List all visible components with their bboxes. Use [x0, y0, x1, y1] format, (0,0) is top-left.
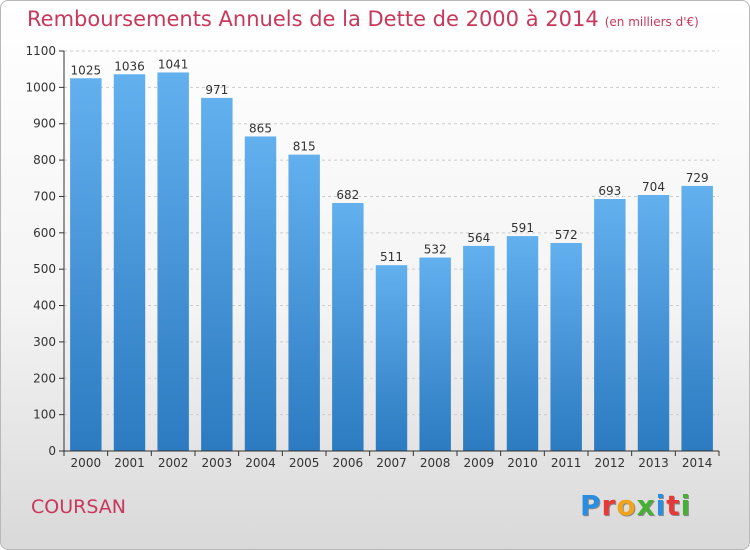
value-label-2006: 682: [336, 188, 359, 202]
value-label-2001: 1036: [114, 59, 145, 73]
x-tick-label-2006: 2006: [333, 456, 364, 470]
y-tick-label: 700: [33, 189, 56, 203]
x-tick-label-2008: 2008: [420, 456, 451, 470]
bar-2003: [201, 97, 233, 451]
value-label-2012: 693: [598, 184, 621, 198]
x-tick-label-2009: 2009: [464, 456, 495, 470]
bar-2011: [550, 243, 582, 451]
y-tick-label: 400: [33, 299, 56, 313]
y-tick-label: 500: [33, 262, 56, 276]
logo-letter: t: [666, 489, 681, 522]
value-label-2013: 704: [642, 180, 665, 194]
bar-2013: [637, 195, 670, 451]
x-tick-label-2010: 2010: [507, 456, 538, 470]
x-tick-label-2014: 2014: [682, 456, 713, 470]
y-tick-label: 800: [33, 153, 56, 167]
y-tick-label: 300: [33, 335, 56, 349]
bar-2009: [463, 245, 495, 451]
bars: [70, 72, 713, 452]
x-tick-label-2001: 2001: [114, 456, 145, 470]
proxiti-logo[interactable]: Proxiti: [580, 489, 691, 522]
y-tick-label: 600: [33, 226, 56, 240]
x-tick-label-2005: 2005: [289, 456, 320, 470]
city-name: COURSAN: [31, 496, 126, 518]
x-tick-label-2011: 2011: [551, 456, 582, 470]
bar-2004: [244, 136, 277, 452]
chart-unit-label: (en milliers d'€): [604, 15, 699, 29]
value-label-2009: 564: [467, 231, 490, 245]
y-tick-label: 100: [33, 408, 56, 422]
bar-2008: [419, 257, 451, 451]
value-label-2014: 729: [686, 171, 709, 185]
y-tick-label: 200: [33, 371, 56, 385]
data-labels: 1025 1036 1041 971 865 815 682 511 532 564 591 572 6…: [71, 57, 709, 264]
bar-2000: [70, 78, 102, 451]
bar-2001: [113, 74, 146, 451]
logo-letter: x: [636, 489, 656, 522]
bar-2002: [157, 72, 189, 452]
x-tick-label-2012: 2012: [595, 456, 626, 470]
logo-letter: P: [580, 489, 602, 522]
logo-letter: r: [601, 489, 617, 522]
axes: 0 100 200 300 400 500 600 700 800 900 1000 1100 2000…: [25, 44, 720, 470]
value-label-2000: 1025: [71, 63, 102, 77]
y-tick-label: 900: [33, 117, 56, 131]
chart-title-text: Remboursements Annuels de la Dette de 20…: [27, 7, 599, 31]
x-tick-label-2004: 2004: [245, 456, 276, 470]
x-tick-label-2002: 2002: [158, 456, 189, 470]
logo-letter: i: [655, 489, 667, 522]
x-tick-label-2003: 2003: [202, 456, 233, 470]
value-label-2002: 1041: [158, 57, 189, 71]
value-label-2008: 532: [424, 243, 447, 257]
y-tick-label: 1000: [25, 80, 56, 94]
bar-2006: [332, 203, 364, 451]
value-label-2007: 511: [380, 250, 403, 264]
bar-2007: [375, 265, 408, 451]
y-tick-label: 1100: [25, 44, 56, 58]
x-tick-label-2000: 2000: [71, 456, 102, 470]
logo-letter: o: [616, 489, 637, 522]
y-tick-label: 0: [48, 444, 56, 458]
bar-2014: [681, 185, 713, 451]
bar-2012: [594, 199, 626, 451]
value-label-2004: 865: [249, 121, 272, 135]
bar-2010: [506, 236, 539, 451]
value-label-2003: 971: [205, 83, 228, 97]
x-tick-label-2007: 2007: [376, 456, 407, 470]
logo-letter: i: [680, 489, 692, 522]
value-label-2010: 591: [511, 221, 534, 235]
value-label-2011: 572: [555, 228, 578, 242]
x-tick-label-2013: 2013: [638, 456, 669, 470]
bar-2005: [288, 154, 320, 452]
chart-title: Remboursements Annuels de la Dette de 20…: [27, 7, 699, 31]
value-label-2005: 815: [293, 140, 316, 154]
